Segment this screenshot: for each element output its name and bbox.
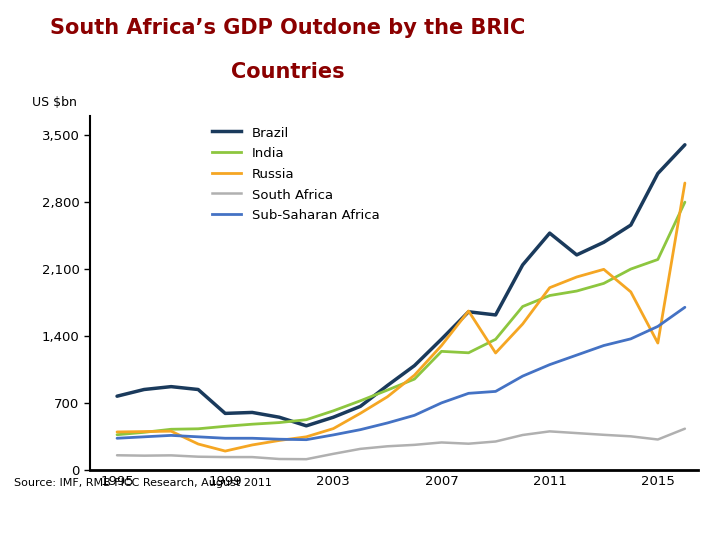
Legend: Brazil, India, Russia, South Africa, Sub-Saharan Africa: Brazil, India, Russia, South Africa, Sub… [212,126,379,222]
Text: Slide # 5: Slide # 5 [331,518,389,531]
Text: Source: IMF, RMB FICC Research, August 2011: Source: IMF, RMB FICC Research, August 2… [14,478,272,488]
Text: US $bn: US $bn [32,96,77,109]
Text: Countries: Countries [231,62,345,82]
Text: South Africa’s GDP Outdone by the BRIC: South Africa’s GDP Outdone by the BRIC [50,18,526,38]
